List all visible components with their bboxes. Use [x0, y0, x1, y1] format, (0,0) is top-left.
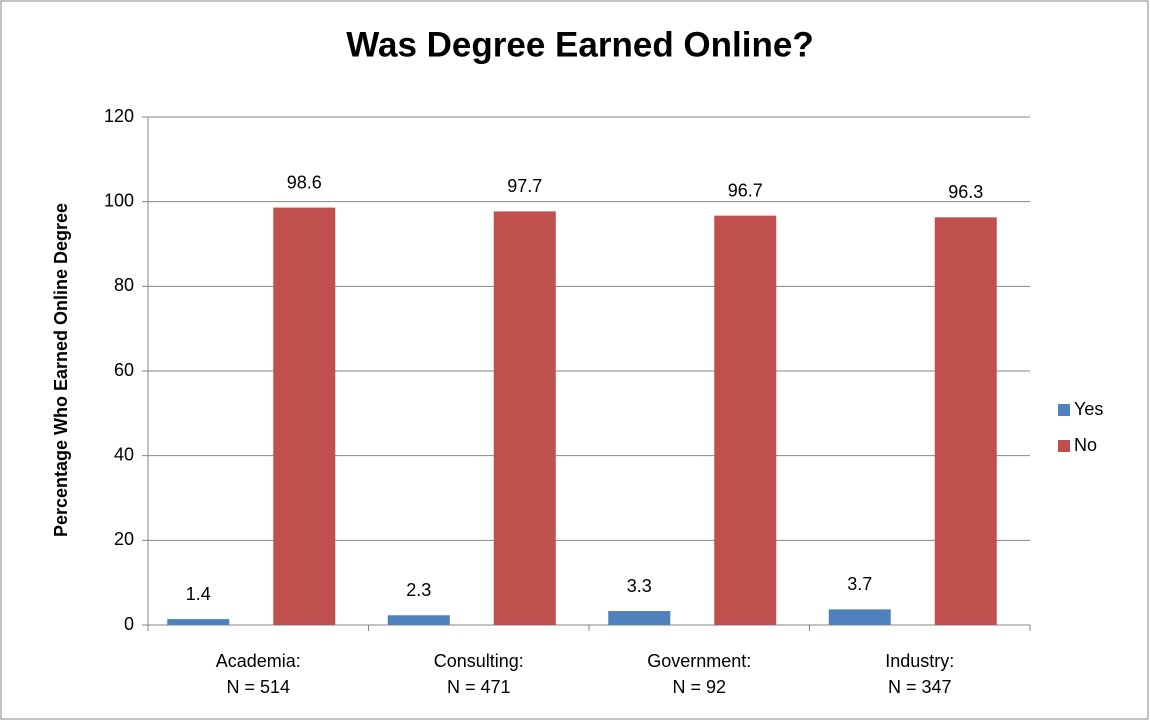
y-tick-label: 60	[114, 360, 134, 380]
legend-swatch	[1058, 404, 1070, 416]
y-tick-label: 80	[114, 275, 134, 295]
data-label: 3.7	[847, 574, 872, 594]
bar	[608, 611, 671, 625]
data-label: 97.7	[507, 176, 542, 196]
bar	[493, 211, 556, 626]
x-tick-label: Consulting:	[434, 651, 524, 671]
data-label: 1.4	[186, 584, 211, 604]
bar	[714, 215, 777, 626]
x-tick-label: Government:	[647, 651, 751, 671]
y-tick-label: 20	[114, 529, 134, 549]
legend-label: No	[1074, 435, 1097, 455]
bar	[828, 609, 891, 625]
x-tick-label: N = 514	[226, 677, 290, 697]
x-tick-label: Academia:	[216, 651, 301, 671]
bar	[273, 207, 336, 626]
data-label: 96.7	[728, 180, 763, 200]
y-tick-label: 40	[114, 444, 134, 464]
x-tick-label: N = 347	[888, 677, 952, 697]
y-tick-label: 0	[124, 614, 134, 634]
y-tick-label: 100	[104, 190, 134, 210]
data-label: 3.3	[627, 576, 652, 596]
legend-swatch	[1058, 440, 1070, 452]
y-axis-label: Percentage Who Earned Online Degree	[51, 203, 71, 537]
x-tick-label: N = 471	[447, 677, 511, 697]
bar	[387, 615, 450, 625]
chart-title: Was Degree Earned Online?	[346, 25, 813, 64]
y-tick-label: 120	[104, 106, 134, 126]
x-tick-label: Industry:	[885, 651, 954, 671]
legend-label: Yes	[1074, 399, 1103, 419]
data-label: 2.3	[406, 580, 431, 600]
data-label: 98.6	[287, 172, 322, 192]
bar	[934, 217, 997, 625]
data-label: 96.3	[948, 182, 983, 202]
x-tick-label: N = 92	[672, 677, 726, 697]
bar	[167, 619, 230, 625]
